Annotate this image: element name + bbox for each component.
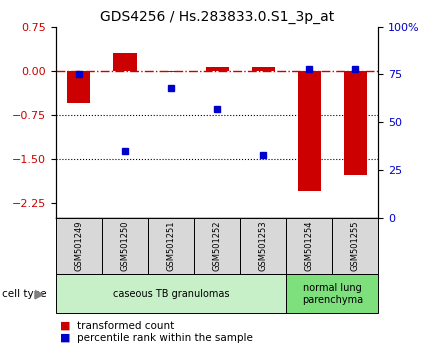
Text: GSM501255: GSM501255 (351, 221, 360, 271)
Bar (206, 67, 229, 71)
Bar (102, 218, 148, 274)
Bar (114, 53, 137, 71)
Text: GSM501251: GSM501251 (166, 221, 175, 271)
Text: ■: ■ (60, 321, 71, 331)
Text: GSM501254: GSM501254 (305, 221, 314, 271)
Text: GSM501253: GSM501253 (259, 221, 268, 272)
Text: ■: ■ (60, 333, 71, 343)
Bar (56, 274, 286, 313)
Text: caseous TB granulomas: caseous TB granulomas (113, 289, 229, 299)
Bar (286, 274, 378, 313)
Text: GSM501249: GSM501249 (74, 221, 83, 271)
Bar (252, 67, 275, 71)
Bar (194, 218, 240, 274)
Bar (56, 218, 102, 274)
Bar (332, 218, 378, 274)
Text: ▶: ▶ (35, 287, 45, 300)
Bar (298, 71, 321, 191)
Text: transformed count: transformed count (77, 321, 175, 331)
Bar (160, 71, 183, 72)
Bar (68, 71, 90, 103)
Bar (240, 218, 286, 274)
Bar (344, 71, 367, 175)
Bar (148, 218, 194, 274)
Text: cell type: cell type (2, 289, 47, 299)
Text: percentile rank within the sample: percentile rank within the sample (77, 333, 253, 343)
Text: normal lung
parenchyma: normal lung parenchyma (302, 283, 363, 305)
Bar (286, 218, 332, 274)
Text: GSM501252: GSM501252 (213, 221, 221, 271)
Title: GDS4256 / Hs.283833.0.S1_3p_at: GDS4256 / Hs.283833.0.S1_3p_at (100, 10, 334, 24)
Text: GSM501250: GSM501250 (120, 221, 129, 271)
